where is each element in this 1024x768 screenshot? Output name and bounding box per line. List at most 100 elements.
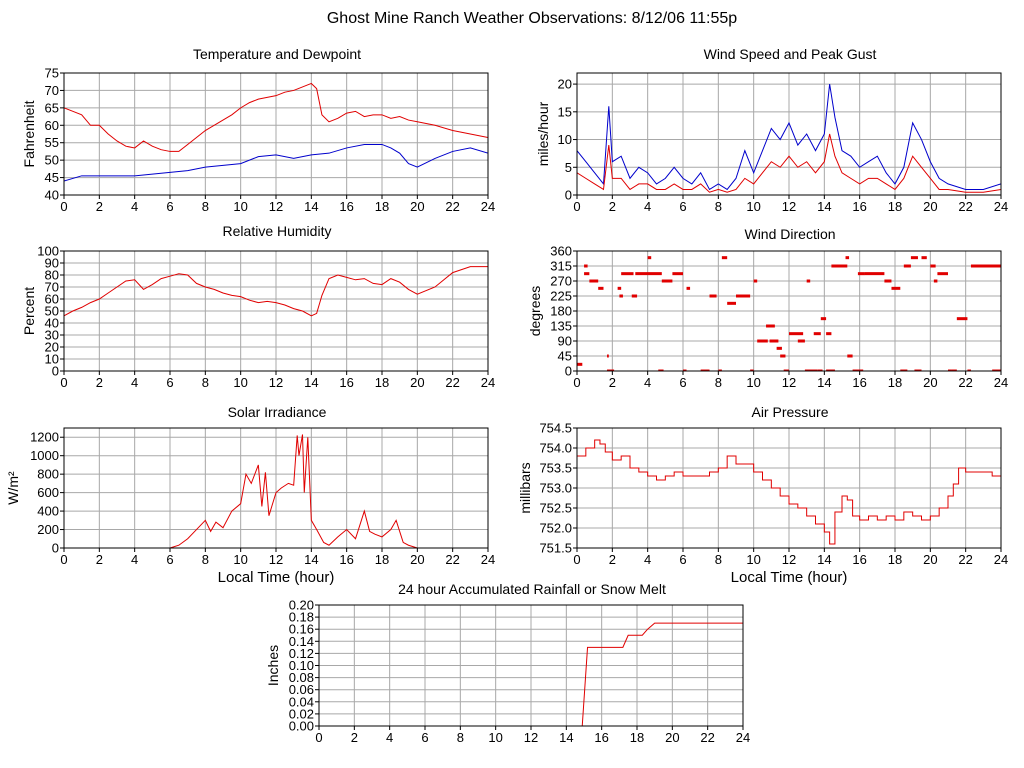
rain-ytick-label: 0.16 <box>289 622 314 637</box>
rh-xtick-label: 0 <box>60 375 67 390</box>
wdir-xtick-label: 16 <box>852 375 866 390</box>
press-xtick-label: 22 <box>958 552 972 567</box>
rh-xtick-label: 18 <box>375 375 389 390</box>
rh-ytick-label: 60 <box>45 292 59 307</box>
solar-ytick-label: 200 <box>37 522 59 537</box>
press-xtick-label: 20 <box>923 552 937 567</box>
press-series-0 <box>577 439 1001 545</box>
rain-xtick-label: 10 <box>488 730 502 745</box>
rain-ytick-label: 0.00 <box>289 719 314 734</box>
wind-xtick-label: 18 <box>888 199 902 214</box>
temp-ytick-label: 50 <box>45 153 59 168</box>
rh-xtick-label: 20 <box>410 375 424 390</box>
wdir-ytick-label: 315 <box>550 259 572 274</box>
wdir-ytick-label: 0 <box>565 364 572 379</box>
rh-xtick-label: 8 <box>202 375 209 390</box>
rh-ytick-label: 50 <box>45 304 59 319</box>
solar-xtick-label: 24 <box>481 552 495 567</box>
rh-xtick-label: 6 <box>166 375 173 390</box>
rh-xtick-label: 16 <box>339 375 353 390</box>
rh-xtick-label: 4 <box>131 375 138 390</box>
rain-ytick-label: 0.02 <box>289 706 314 721</box>
rain-ytick-label: 0.14 <box>289 634 314 649</box>
wdir-xtick-label: 18 <box>888 375 902 390</box>
solar-xtick-label: 6 <box>166 552 173 567</box>
wind-xtick-label: 14 <box>817 199 831 214</box>
rain-title: 24 hour Accumulated Rainfall or Snow Mel… <box>398 581 666 597</box>
rain-xtick-label: 2 <box>351 730 358 745</box>
temp-ytick-label: 45 <box>45 170 59 185</box>
wdir-xtick-label: 6 <box>679 375 686 390</box>
rh-xtick-label: 24 <box>481 375 495 390</box>
rh-ytick-label: 20 <box>45 340 59 355</box>
wind-xtick-label: 22 <box>958 199 972 214</box>
rh-xtick-label: 14 <box>304 375 318 390</box>
wdir-xtick-label: 24 <box>994 375 1008 390</box>
rh-series-group <box>64 266 488 317</box>
wind-xtick-label: 16 <box>852 199 866 214</box>
press-ytick-label: 751.5 <box>539 541 572 556</box>
wdir-series-group <box>577 256 1001 371</box>
temp-ytick-label: 65 <box>45 100 59 115</box>
wdir-ytick-label: 180 <box>550 304 572 319</box>
rain-ytick-label: 0.12 <box>289 646 314 661</box>
rain-xtick-label: 18 <box>630 730 644 745</box>
press-ytick-label: 754.5 <box>539 421 572 436</box>
solar-xtick-label: 0 <box>60 552 67 567</box>
solar-title: Solar Irradiance <box>228 404 327 420</box>
rh-xtick-label: 22 <box>445 375 459 390</box>
press-title: Air Pressure <box>751 404 828 420</box>
solar-series-0 <box>64 434 488 548</box>
solar-xtick-label: 18 <box>375 552 389 567</box>
solar-series-group <box>64 434 488 548</box>
rh-ylabel: Percent <box>21 287 37 335</box>
rain-xtick-label: 0 <box>315 730 322 745</box>
rh-xtick-label: 10 <box>233 375 247 390</box>
wind-xtick-label: 12 <box>782 199 796 214</box>
wdir-title: Wind Direction <box>744 226 835 242</box>
press-xtick-label: 12 <box>782 552 796 567</box>
wind-xtick-label: 6 <box>679 199 686 214</box>
wdir-ytick-label: 225 <box>550 289 572 304</box>
rh-ytick-label: 10 <box>45 352 59 367</box>
rh-xtick-label: 2 <box>96 375 103 390</box>
press-xtick-label: 4 <box>644 552 651 567</box>
wdir-ytick-label: 45 <box>558 349 572 364</box>
temp-xtick-label: 16 <box>339 199 353 214</box>
rain-series-group <box>319 622 743 726</box>
press-ylabel: millibars <box>517 462 533 513</box>
rain-xtick-label: 16 <box>594 730 608 745</box>
rain-ytick-label: 0.18 <box>289 610 314 625</box>
temp-xtick-label: 6 <box>166 199 173 214</box>
wdir-ytick-label: 270 <box>550 274 572 289</box>
solar-xtick-label: 16 <box>339 552 353 567</box>
temp-ytick-label: 55 <box>45 135 59 150</box>
temp-xtick-label: 0 <box>60 199 67 214</box>
wdir-xtick-label: 8 <box>715 375 722 390</box>
wind-xtick-label: 10 <box>746 199 760 214</box>
wind-xtick-label: 20 <box>923 199 937 214</box>
solar-xlabel: Local Time (hour) <box>218 569 335 586</box>
rh-ytick-label: 30 <box>45 328 59 343</box>
wdir-ytick-label: 90 <box>558 334 572 349</box>
press-xtick-label: 8 <box>715 552 722 567</box>
temp-series-0 <box>64 82 488 152</box>
press-chart: Air Pressure 751.5 752.0 752.5 753.0 753.5 754… <box>517 404 1008 586</box>
wdir-xtick-label: 10 <box>746 375 760 390</box>
rain-xtick-label: 14 <box>559 730 573 745</box>
rain-series-0 <box>319 622 743 726</box>
rain-xtick-label: 24 <box>736 730 750 745</box>
temp-xtick-label: 22 <box>445 199 459 214</box>
press-ytick-label: 752.5 <box>539 501 572 516</box>
temp-xtick-label: 4 <box>131 199 138 214</box>
rain-ylabel: Inches <box>265 645 281 686</box>
temp-series-group <box>64 82 488 182</box>
wind-xtick-label: 0 <box>573 199 580 214</box>
rh-title: Relative Humidity <box>223 223 332 239</box>
rh-ytick-label: 0 <box>52 364 59 379</box>
rh-series-0 <box>64 266 488 317</box>
rh-xtick-label: 12 <box>269 375 283 390</box>
temp-ytick-label: 75 <box>45 66 59 81</box>
